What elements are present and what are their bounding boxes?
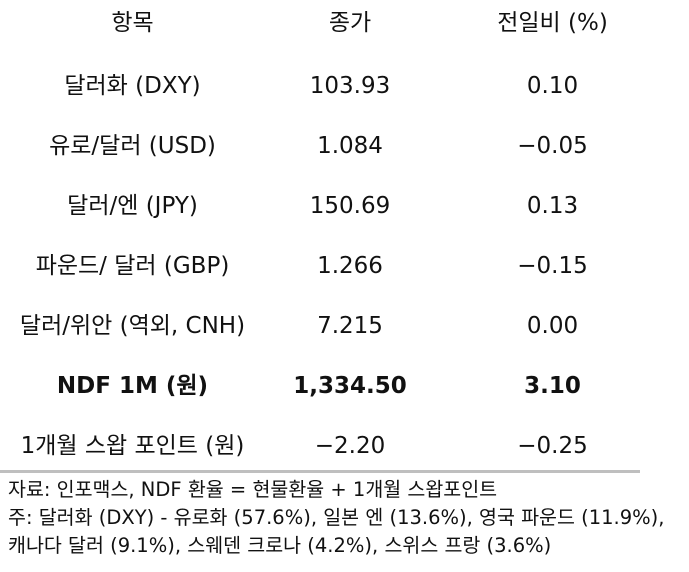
table-header: 항목 종가 전일비 (%)	[0, 0, 689, 60]
row-change: 0.13	[526, 193, 579, 219]
row-item: 파운드/ 달러 (GBP)	[35, 253, 230, 279]
row-item: NDF 1M (원)	[56, 373, 209, 399]
row-close: 150.69	[309, 193, 391, 219]
table-row: 파운드/ 달러 (GBP) 1.266 −0.15	[0, 240, 689, 300]
row-close: 7.215	[317, 313, 383, 339]
notes: 자료: 인포맥스, NDF 환율 = 현물환율 + 1개월 스왑포인트 주: 달…	[8, 476, 688, 560]
row-change: −0.25	[517, 433, 588, 459]
header-item: 항목	[111, 10, 154, 36]
row-change: 0.10	[526, 73, 579, 99]
row-item: 1개월 스왑 포인트 (원)	[20, 433, 245, 459]
row-close: 1.084	[317, 133, 383, 159]
row-change: 3.10	[524, 373, 581, 399]
header-change: 전일비 (%)	[497, 10, 608, 36]
fx-table: 항목 종가 전일비 (%) 달러화 (DXY) 103.93 0.10 유로/달…	[0, 0, 689, 480]
table-row: 달러화 (DXY) 103.93 0.10	[0, 60, 689, 120]
table-row: 달러/위안 (역외, CNH) 7.215 0.00	[0, 300, 689, 360]
table-divider	[0, 470, 640, 473]
table-row: 1개월 스왑 포인트 (원) −2.20 −0.25	[0, 420, 689, 480]
table-row: 유로/달러 (USD) 1.084 −0.05	[0, 120, 689, 180]
row-item: 달러/위안 (역외, CNH)	[19, 313, 246, 339]
source-note: 자료: 인포맥스, NDF 환율 = 현물환율 + 1개월 스왑포인트	[8, 478, 498, 501]
row-item: 달러/엔 (JPY)	[67, 193, 198, 219]
row-item: 달러화 (DXY)	[64, 73, 201, 99]
row-close: 103.93	[309, 73, 391, 99]
row-close: −2.20	[314, 433, 386, 459]
row-change: −0.05	[517, 133, 588, 159]
row-close: 1.266	[317, 253, 383, 279]
row-item: 유로/달러 (USD)	[49, 133, 216, 159]
header-close: 종가	[328, 10, 372, 36]
row-change: 0.00	[526, 313, 579, 339]
row-change: −0.15	[517, 253, 588, 279]
table-row-highlight: NDF 1M (원) 1,334.50 3.10	[0, 360, 689, 420]
footnote-line-1: 주: 달러화 (DXY) - 유로화 (57.6%), 일본 엔 (13.6%)…	[8, 506, 665, 529]
footnote-line-2: 캐나다 달러 (9.1%), 스웨덴 크로나 (4.2%), 스위스 프랑 (3…	[8, 534, 552, 557]
row-close: 1,334.50	[293, 373, 407, 399]
table-row: 달러/엔 (JPY) 150.69 0.13	[0, 180, 689, 240]
